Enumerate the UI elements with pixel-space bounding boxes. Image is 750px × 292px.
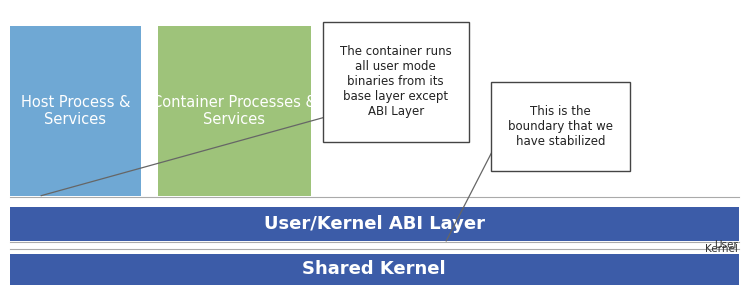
Text: The container runs
all user mode
binaries from its
base layer except
ABI Layer: The container runs all user mode binarie…: [340, 45, 452, 118]
FancyBboxPatch shape: [322, 22, 469, 142]
FancyBboxPatch shape: [158, 26, 311, 196]
Text: Host Process &
Services: Host Process & Services: [21, 95, 130, 127]
FancyBboxPatch shape: [10, 207, 739, 241]
Text: Container Processes &
Services: Container Processes & Services: [152, 95, 316, 127]
FancyBboxPatch shape: [10, 26, 141, 196]
FancyBboxPatch shape: [491, 82, 630, 171]
Text: User: User: [714, 240, 738, 250]
FancyBboxPatch shape: [10, 254, 739, 285]
Text: User/Kernel ABI Layer: User/Kernel ABI Layer: [264, 215, 484, 233]
Text: Shared Kernel: Shared Kernel: [302, 260, 446, 278]
Text: This is the
boundary that we
have stabilized: This is the boundary that we have stabil…: [509, 105, 614, 148]
Text: Kernel: Kernel: [705, 244, 738, 254]
